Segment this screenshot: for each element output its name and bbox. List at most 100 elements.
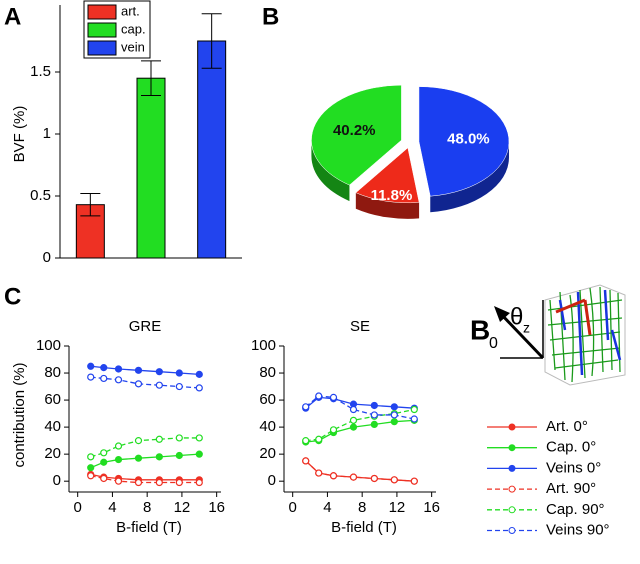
x-tick-label: 8 (143, 499, 151, 516)
angle-subscript: z (523, 320, 530, 336)
marker (175, 451, 183, 460)
marker (370, 420, 378, 429)
line (305, 396, 415, 409)
error-bar (141, 60, 161, 97)
marker (100, 364, 108, 372)
marker (155, 478, 163, 487)
veins (558, 289, 622, 376)
x-tick-label: 0 (74, 499, 82, 516)
bar (136, 77, 166, 259)
marker (329, 426, 338, 434)
legend-marker (508, 464, 516, 472)
marker (349, 416, 358, 424)
y-tick-label: 60 (259, 391, 276, 408)
pie-side (355, 192, 420, 219)
marker (410, 415, 418, 423)
legend-marker (508, 527, 516, 534)
marker (302, 457, 310, 465)
legend-label: Cap. 90° (546, 501, 605, 518)
y-tick-label: 80 (44, 364, 61, 381)
marker (87, 464, 95, 472)
marker (302, 437, 310, 445)
legend-marker (508, 444, 516, 452)
marker (87, 472, 95, 480)
x-tick-label: 12 (174, 499, 191, 516)
error-bar (80, 193, 101, 217)
y-axis-label: BVF (%) (11, 106, 28, 163)
marker (134, 380, 143, 388)
marker (195, 434, 203, 442)
marker (175, 369, 183, 377)
legend-swatch (87, 22, 117, 38)
panel-title: GRE (129, 318, 162, 335)
y-tick-label: 0 (268, 472, 276, 489)
pie-label: 40.2% (333, 122, 376, 139)
marker (155, 453, 163, 461)
marker (349, 473, 358, 481)
marker (370, 401, 378, 410)
marker (87, 373, 95, 381)
y-tick-label: 20 (259, 445, 276, 462)
marker (195, 370, 203, 378)
y-axis-label: contribution (%) (11, 362, 28, 467)
y-tick-label: 40 (259, 418, 276, 435)
x-axis-label: B-field (T) (331, 519, 397, 536)
y-tick-label: 80 (259, 364, 276, 381)
marker (302, 403, 310, 411)
pie-slice (311, 84, 402, 186)
marker (349, 405, 358, 414)
marker (175, 434, 183, 442)
y-tick-label: 0 (43, 249, 51, 266)
marker (100, 474, 108, 483)
x-tick-label: 16 (423, 499, 440, 516)
legend-label: Veins 0° (546, 459, 601, 476)
y-tick-label: 40 (44, 418, 61, 435)
y-tick-label: 1 (43, 125, 51, 142)
marker (390, 403, 398, 411)
pie-slice (355, 147, 420, 204)
legend-label: Art. 0° (546, 418, 588, 435)
angle-label: θ (510, 303, 523, 330)
field-arrow (498, 311, 545, 360)
marker (114, 365, 123, 373)
marker (114, 442, 123, 450)
y-tick-label: 1.5 (30, 63, 51, 80)
pie-slice (418, 86, 510, 197)
y-tick-label: 100 (36, 337, 61, 354)
marker (195, 450, 203, 458)
marker (315, 469, 323, 477)
marker (175, 382, 183, 391)
marker (349, 423, 358, 431)
marker (155, 435, 163, 443)
legend-label: Art. 90° (546, 480, 596, 497)
marker (114, 455, 123, 464)
marker (370, 474, 378, 483)
marker (100, 374, 108, 383)
field-label: B (470, 314, 490, 345)
marker (175, 478, 183, 487)
y-tick-label: 0.5 (30, 187, 51, 204)
bar (197, 40, 227, 259)
marker (155, 368, 163, 376)
pie-label: 11.8% (371, 187, 413, 204)
marker (329, 393, 338, 401)
marker (315, 435, 323, 443)
y-tick-label: 100 (251, 337, 276, 354)
legend-marker (508, 485, 516, 493)
x-tick-label: 0 (289, 499, 297, 516)
panel-label: A (4, 3, 21, 30)
legend-marker (508, 506, 516, 514)
marker (87, 362, 95, 370)
marker (155, 381, 163, 389)
line (305, 460, 415, 482)
legend-swatch (87, 40, 117, 56)
error-bar (201, 13, 222, 69)
legend-label: Veins 90° (546, 521, 610, 538)
panel-label: C (4, 283, 21, 310)
field-subscript: 0 (489, 335, 498, 352)
y-tick-label: 20 (44, 445, 61, 462)
x-axis-label: B-field (T) (116, 519, 182, 536)
marker (134, 478, 143, 487)
marker (390, 418, 398, 426)
line (305, 408, 415, 442)
